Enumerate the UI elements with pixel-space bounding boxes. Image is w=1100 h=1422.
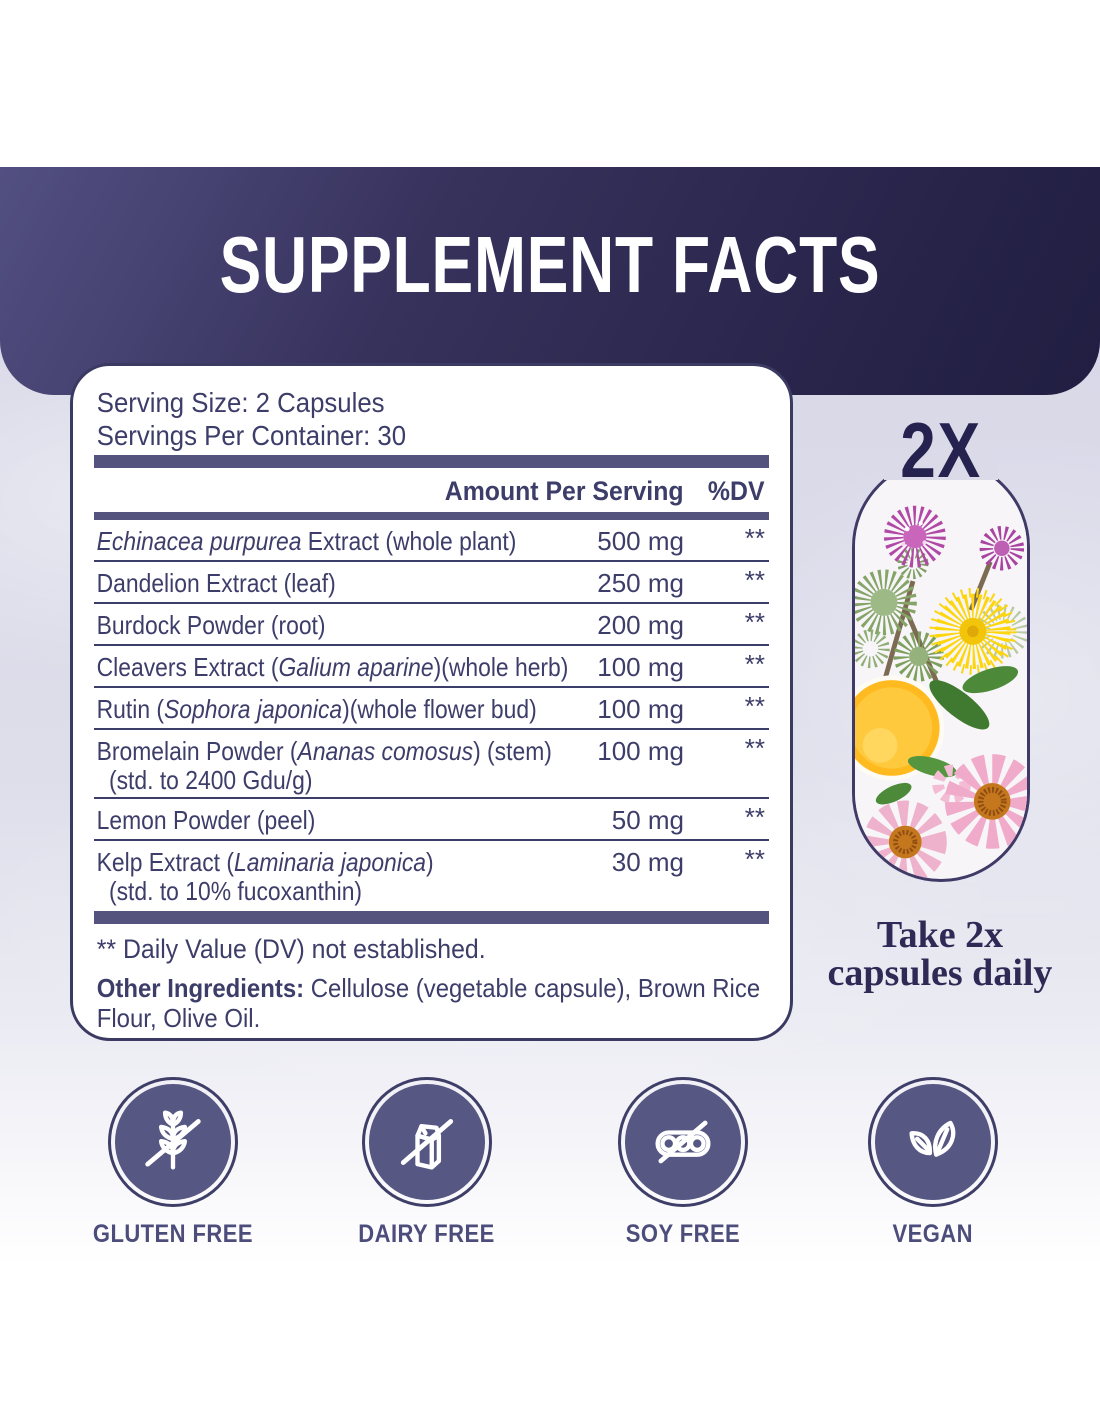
servings-per-container-line: Servings Per Container: 30 — [96, 420, 407, 451]
ingredient-dv: ** — [744, 523, 765, 553]
badge-ring — [108, 1077, 238, 1207]
ingredient-amount: 30 mg — [611, 847, 684, 877]
ingredient-name: Kelp Extract (Laminaria japonica) (std. t… — [94, 847, 688, 905]
badge-soy-free: SOY FREE — [618, 1077, 748, 1249]
ingredient-name: Rutin (Sophora japonica)(whole flower bu… — [96, 694, 537, 724]
badge-gluten-free: GLUTEN FREE — [93, 1077, 253, 1249]
capsule-illustration — [852, 458, 1030, 882]
badge-vegan: VEGAN — [868, 1077, 998, 1249]
badge-ring — [362, 1077, 492, 1207]
page-title: SUPPLEMENT FACTS — [219, 220, 881, 309]
ingredient-amount: 100 mg — [597, 736, 684, 766]
ingredient-row: Burdock Powder (root) 200 mg ** — [94, 604, 769, 646]
capsule-flowers-image — [855, 465, 1027, 879]
ingredient-dv: ** — [744, 607, 765, 637]
ingredient-name: Burdock Powder (root) — [96, 610, 326, 640]
badge-disc — [115, 1084, 231, 1200]
thick-divider-top — [94, 455, 769, 468]
badge-disc — [625, 1084, 741, 1200]
dv-footnote: ** Daily Value (DV) not established. — [96, 934, 486, 964]
supplement-facts-panel: Serving Size: 2 Capsules Servings Per Co… — [70, 363, 793, 1041]
thick-divider-bottom — [94, 911, 769, 924]
medium-divider — [94, 512, 769, 520]
ingredient-amount: 250 mg — [597, 568, 684, 598]
badge-disc — [875, 1084, 991, 1200]
amount-per-serving-header: Amount Per Serving — [445, 476, 684, 506]
other-ingredients-text: Cellulose (vegetable capsule), Brown Ric… — [96, 973, 761, 1033]
ingredient-row: Bromelain Powder (Ananas comosus) (stem)… — [94, 730, 769, 799]
capsule-top-notch — [884, 450, 998, 480]
ingredient-amount: 200 mg — [597, 610, 684, 640]
ingredient-amount: 100 mg — [597, 652, 684, 682]
ingredient-name: Lemon Powder (peel) — [96, 805, 316, 835]
ingredient-dv: ** — [744, 733, 765, 763]
leaves-icon — [909, 1120, 956, 1157]
header-banner: SUPPLEMENT FACTS — [0, 167, 1100, 395]
other-ingredients-label: Other Ingredients: — [96, 973, 305, 1003]
ingredient-dv: ** — [744, 802, 765, 832]
ingredient-standardization: (std. to 2400 Gdu/g) — [108, 765, 313, 795]
ingredient-row: Cleavers Extract (Galium aparine)(whole … — [94, 646, 769, 688]
milk-carton-slash-icon — [400, 1119, 454, 1170]
ingredient-name: Cleavers Extract (Galium aparine)(whole … — [96, 652, 569, 682]
badge-ring — [618, 1077, 748, 1207]
badge-dairy-free: DAIRY FREE — [358, 1077, 496, 1249]
dv-header: %DV — [708, 476, 765, 506]
ingredient-dv: ** — [744, 565, 765, 595]
badge-label: GLUTEN FREE — [92, 1220, 254, 1248]
ingredient-row: Echinacea purpurea Extract (whole plant)… — [94, 520, 769, 562]
ingredient-dv: ** — [744, 691, 765, 721]
ingredient-row: Rutin (Sophora japonica)(whole flower bu… — [94, 688, 769, 730]
ingredient-standardization: (std. to 10% fucoxanthin) — [108, 876, 363, 906]
badge-label: SOY FREE — [625, 1220, 741, 1248]
badge-disc — [369, 1084, 485, 1200]
column-headers: Amount Per Serving %DV — [94, 468, 769, 512]
ingredient-rows: Echinacea purpurea Extract (whole plant)… — [94, 520, 769, 908]
other-ingredients: Other Ingredients: Cellulose (vegetable … — [94, 973, 782, 1033]
badge-ring — [868, 1077, 998, 1207]
ingredient-row: Dandelion Extract (leaf) 250 mg ** — [94, 562, 769, 604]
dosage-caption: Take 2x capsules daily — [827, 914, 1053, 994]
soy-pod-slash-icon — [655, 1120, 711, 1164]
badge-label: DAIRY FREE — [358, 1220, 496, 1248]
ingredient-name: Bromelain Powder (Ananas comosus) (stem)… — [94, 736, 688, 794]
top-white-strip — [0, 0, 1100, 167]
ingredient-amount: 100 mg — [597, 694, 684, 724]
ingredient-dv: ** — [744, 844, 765, 874]
badge-label: VEGAN — [892, 1220, 974, 1248]
ingredient-amount: 500 mg — [597, 526, 684, 556]
ingredient-name: Dandelion Extract (leaf) — [96, 568, 336, 598]
ingredient-row: Kelp Extract (Laminaria japonica) (std. t… — [94, 841, 769, 908]
ingredient-dv: ** — [744, 649, 765, 679]
ingredient-row: Lemon Powder (peel) 50 mg ** — [94, 799, 769, 841]
ingredient-amount: 50 mg — [611, 805, 684, 835]
ingredient-name: Echinacea purpurea Extract (whole plant) — [96, 526, 517, 556]
serving-size-line: Serving Size: 2 Capsules — [96, 387, 385, 418]
wheat-slash-icon — [145, 1110, 201, 1170]
capsule-2x-label: 2X — [900, 406, 982, 494]
